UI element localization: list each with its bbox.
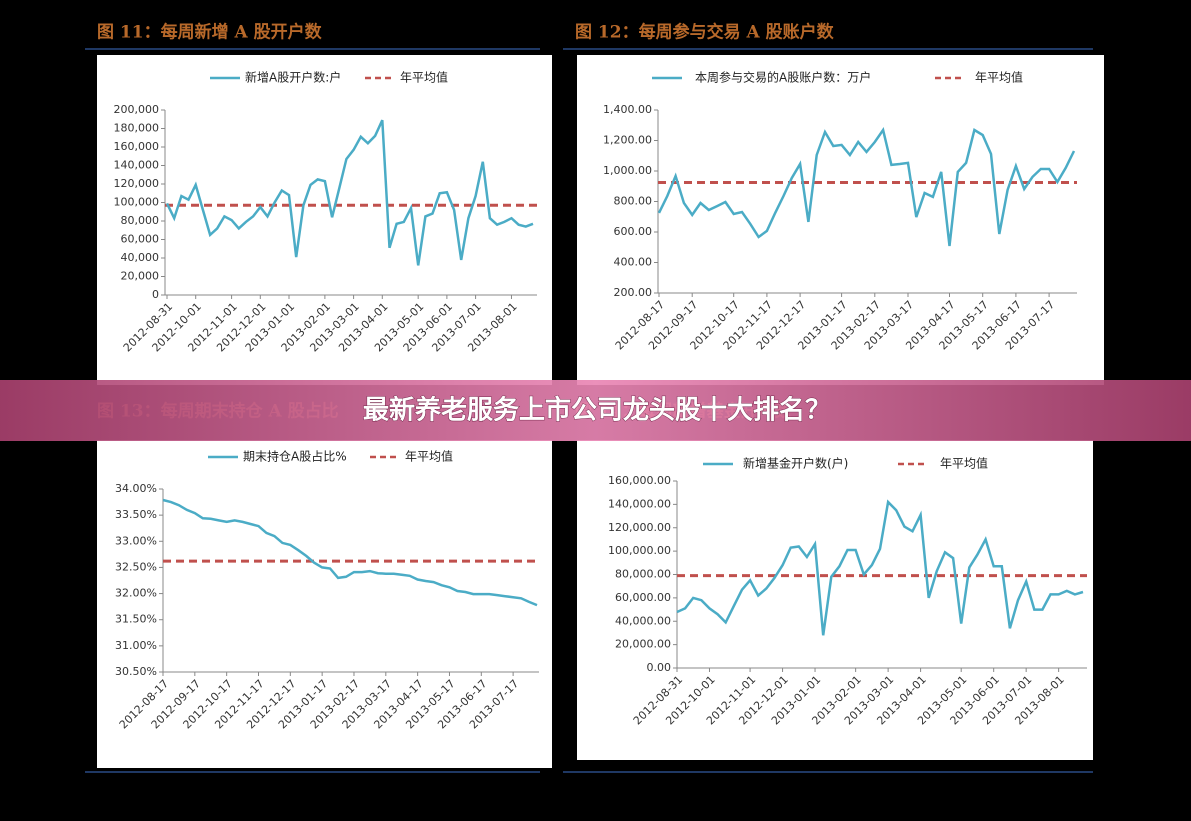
y-tick-label: 120,000 [114,177,160,190]
data-line [165,119,534,266]
y-tick-label: 180,000 [114,122,160,135]
y-tick-label: 20,000.00 [615,638,671,651]
legend-label: 年平均值 [975,70,1023,85]
y-tick-label: 600.00 [614,225,653,238]
y-tick-label: 32.00% [115,587,157,600]
legend-label: 年平均值 [940,456,988,471]
legend-label: 期末持仓A股占比% [243,449,347,464]
legend-label: 年平均值 [400,70,448,85]
y-tick-label: 30.50% [115,665,157,678]
y-tick-label: 100,000.00 [608,544,671,557]
y-tick-label: 1,400.00 [603,103,652,116]
y-tick-label: 1,200.00 [603,134,652,147]
y-tick-label: 80,000 [121,214,160,227]
legend-label: 本周参与交易的A股账户数：万户 [695,70,871,85]
chart-panel [577,55,1104,385]
y-tick-label: 33.50% [115,508,157,521]
data-line [657,126,1076,247]
y-tick-label: 0.00 [647,661,672,674]
y-tick-label: 0 [152,288,159,301]
legend-label: 新增A股开户数:户 [245,70,341,85]
data-line [676,499,1084,636]
y-tick-label: 60,000 [121,233,160,246]
y-tick-label: 400.00 [614,256,653,269]
y-tick-label: 40,000.00 [615,614,671,627]
chart-panel [97,440,552,768]
legend-label: 年平均值 [405,449,453,464]
y-tick-label: 800.00 [614,195,653,208]
y-tick-label: 100,000 [114,196,160,209]
y-tick-label: 200,000 [114,103,160,116]
banner [0,380,1191,441]
y-tick-label: 140,000.00 [608,497,671,510]
y-tick-label: 120,000.00 [608,521,671,534]
y-tick-label: 31.50% [115,613,157,626]
y-tick-label: 20,000 [121,270,160,283]
y-tick-label: 160,000.00 [608,474,671,487]
y-tick-label: 1,000.00 [603,164,652,177]
y-tick-label: 200.00 [614,286,653,299]
y-tick-label: 33.00% [115,534,157,547]
y-tick-label: 31.00% [115,639,157,652]
y-tick-label: 160,000 [114,140,160,153]
y-tick-label: 34.00% [115,482,157,495]
y-tick-label: 80,000.00 [615,568,671,581]
banner-text: 最新养老服务上市公司龙头股十大排名？ [363,395,831,426]
legend-label: 新增基金开户数(户) [743,456,848,471]
y-tick-label: 32.50% [115,560,157,573]
y-tick-label: 60,000.00 [615,591,671,604]
y-tick-label: 40,000 [121,251,160,264]
y-tick-label: 140,000 [114,159,160,172]
chart-title: 图 11：每周新增 A 股开户数 [97,22,323,43]
chart-panel [97,55,552,385]
data-line [162,498,538,607]
chart-title: 图 12：每周参与交易 A 股账户数 [575,22,835,43]
